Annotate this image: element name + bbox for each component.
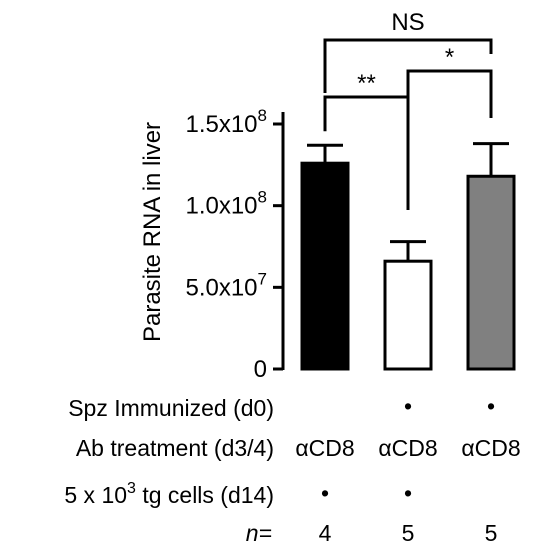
bar [383,259,433,371]
bar [300,161,350,371]
row-label: n= [246,520,272,546]
significance-label: * [445,44,454,71]
condition-table: Spz Immunized (d0) • • Ab treatment (d3/4) α… [64,393,520,546]
condition-cell: αCD8 [295,435,354,461]
condition-cell: αCD8 [461,435,520,461]
y-tick-label: 5.0x107 [185,269,267,301]
axes: 0 5.0x107 1.0x108 1.5x108 Parasite RNA in li… [139,106,285,383]
condition-cell: 5 [402,520,415,546]
condition-dot: • [404,480,412,506]
y-tick-label: 1.5x108 [185,106,267,138]
condition-dot: • [404,393,412,419]
condition-dot: • [321,480,329,506]
row-label: 5 x 103 tg cells (d14) [64,480,274,508]
y-tick-label: 0 [254,356,267,383]
condition-cell: αCD8 [378,435,437,461]
condition-cell: 4 [319,520,332,546]
row-label: Ab treatment (d3/4) [76,435,274,461]
row-label: Spz Immunized (d0) [68,395,274,421]
bar [466,174,516,371]
significance-label: ** [357,70,376,97]
significance-bracket [323,38,493,93]
y-axis-label: Parasite RNA in liver [139,122,166,342]
bars [300,142,516,371]
significance-brackets: NS*** [323,9,493,210]
significance-bracket [406,69,493,202]
condition-cell: 5 [485,520,498,546]
condition-dot: • [487,393,495,419]
significance-label: NS [391,9,424,36]
y-tick-label: 1.0x108 [185,188,267,220]
